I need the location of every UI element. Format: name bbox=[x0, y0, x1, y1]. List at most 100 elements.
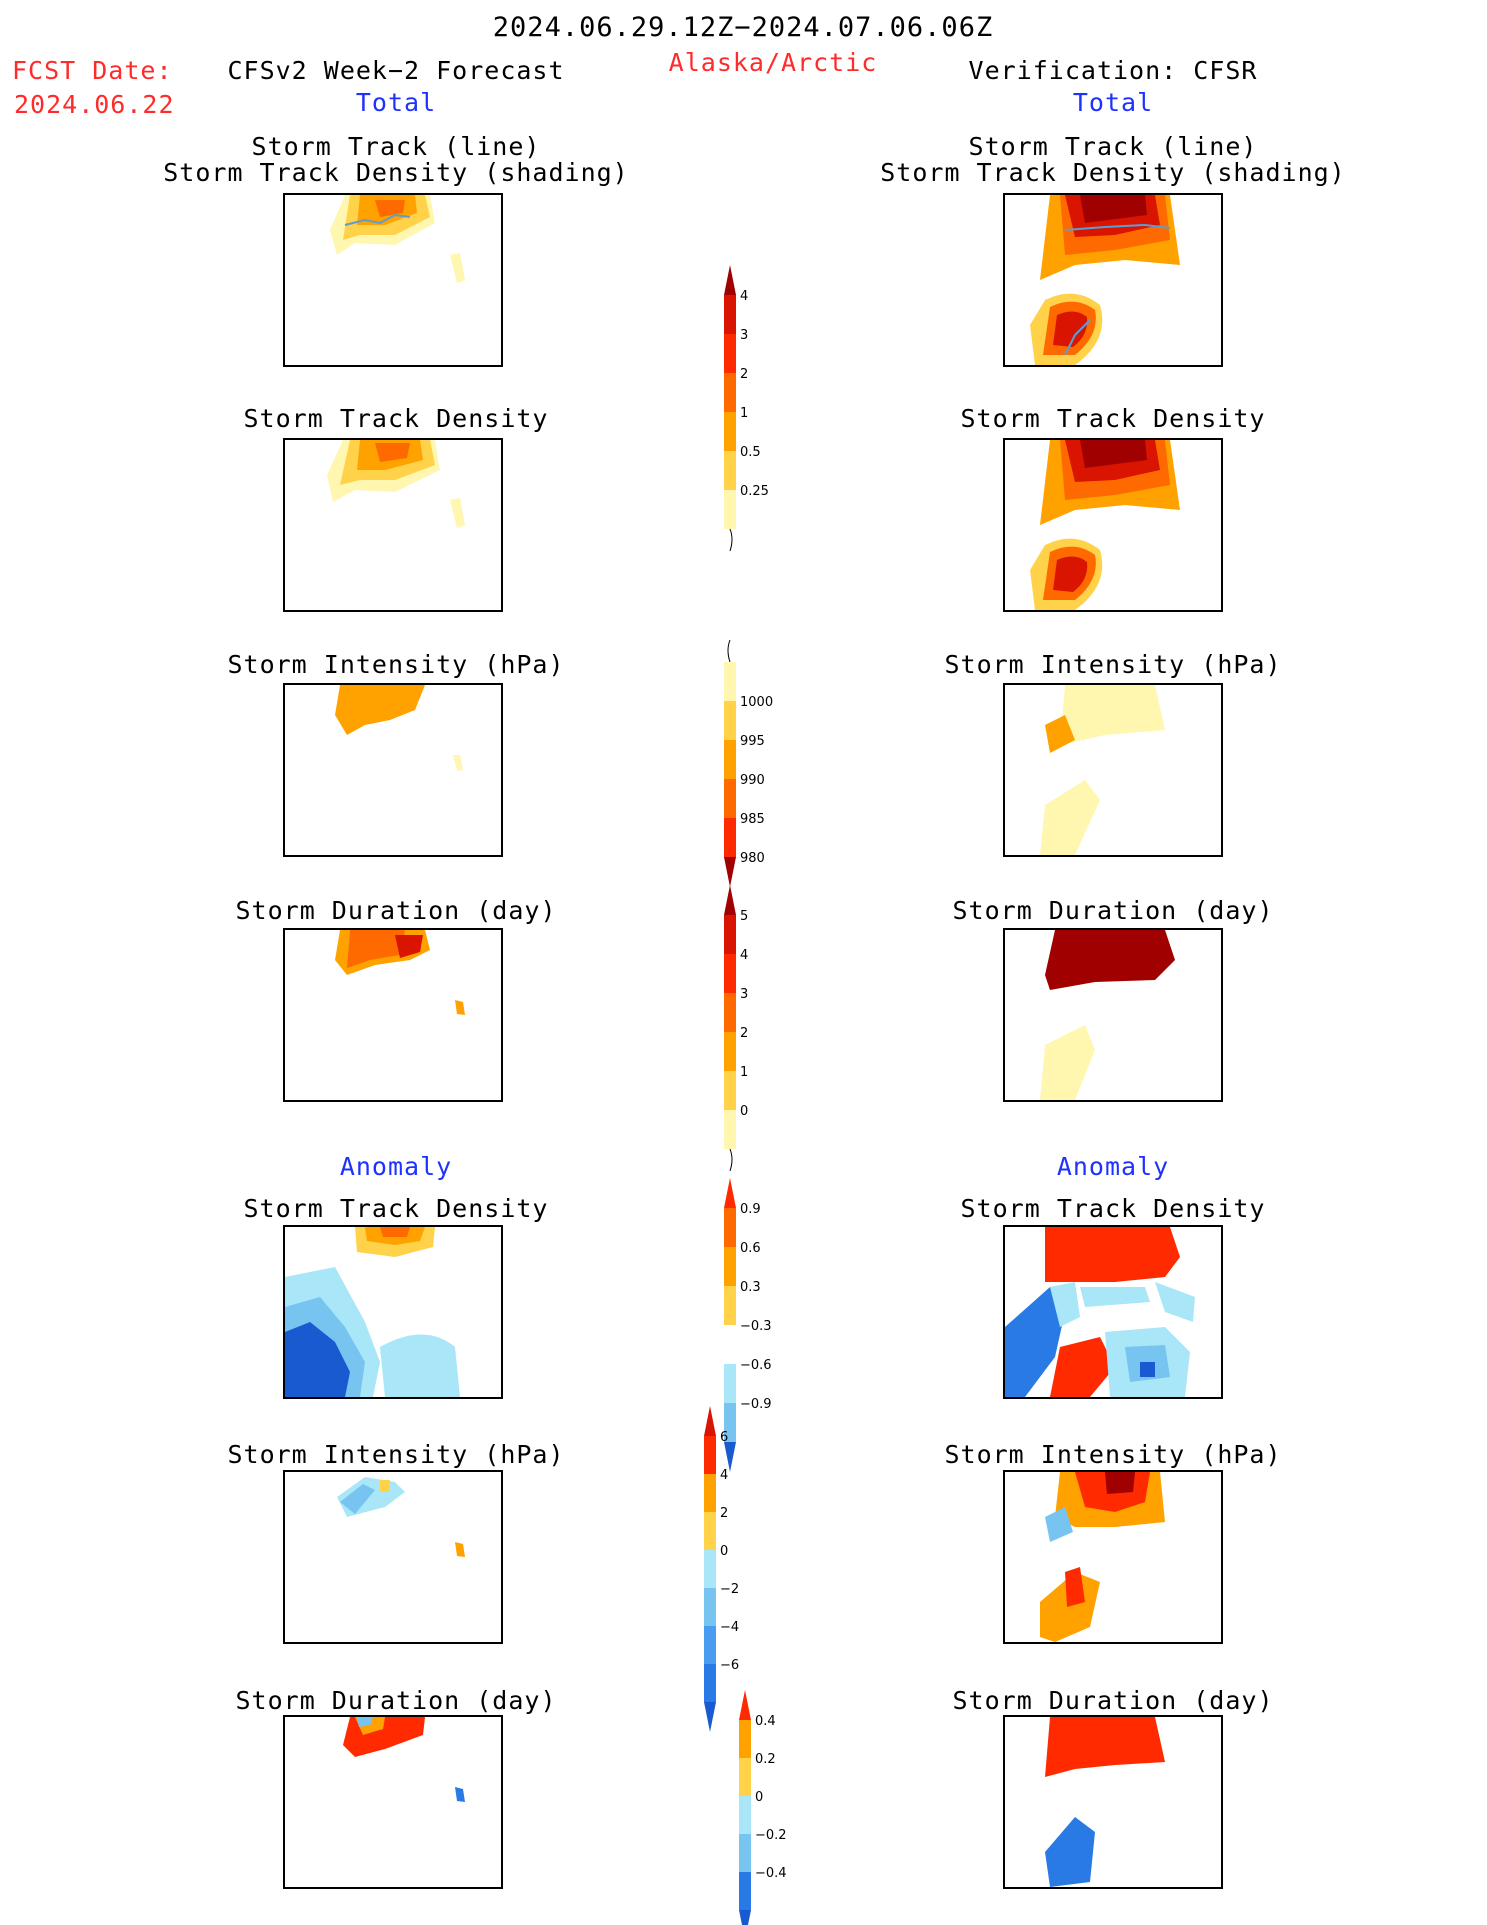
colorbar-arrow-top bbox=[739, 1690, 751, 1720]
colorbar-tick-label: −0.4 bbox=[755, 1866, 787, 1881]
colorbar-tick-label: 0.5 bbox=[740, 445, 761, 460]
colorbar-tick-label: 1000 bbox=[740, 695, 773, 710]
colorbar-tick-label: 3 bbox=[740, 987, 748, 1002]
map-panel-fcst-anom-density bbox=[283, 1225, 503, 1399]
map-panel-fcst-intensity bbox=[283, 683, 503, 857]
colorbar-tick-label: 4 bbox=[740, 289, 748, 304]
colorbar-tick-label: 6 bbox=[720, 1430, 728, 1445]
right-track-shading-title: Storm Track Density (shading) bbox=[880, 158, 1346, 187]
colorbar-swatch bbox=[739, 1796, 751, 1834]
colorbar-swatch bbox=[724, 1325, 736, 1364]
left-duration-title: Storm Duration (day) bbox=[235, 896, 557, 925]
colorbar-tick-label: −2 bbox=[720, 1582, 739, 1597]
colorbar-tick-label: −0.6 bbox=[740, 1358, 772, 1373]
colorbar-swatch bbox=[704, 1512, 716, 1550]
colorbar-density-anom: 0.9 0.6 0.3 −0.3 −0.6 −0.9 bbox=[710, 1178, 772, 1472]
colorbar-tail-bottom bbox=[729, 1148, 733, 1172]
colorbar-arrow-top bbox=[724, 265, 736, 295]
left-anom-intensity-title: Storm Intensity (hPa) bbox=[227, 1440, 565, 1469]
colorbar-swatch bbox=[704, 1436, 716, 1474]
right-anomaly-label: Anomaly bbox=[1056, 1152, 1170, 1181]
colorbar-swatch bbox=[724, 818, 736, 857]
colorbar-tick-label: 0.3 bbox=[740, 1280, 761, 1295]
colorbar-arrow-top bbox=[724, 1178, 736, 1208]
colorbar-swatch bbox=[724, 662, 736, 701]
map-panel-cfsr-density bbox=[1003, 438, 1223, 612]
left-anom-density-title: Storm Track Density bbox=[243, 1194, 549, 1223]
map-panel-fcst-anom-intensity bbox=[283, 1470, 503, 1644]
right-density-title: Storm Track Density bbox=[960, 404, 1266, 433]
colorbar-tick-label: 1 bbox=[740, 1065, 748, 1080]
left-anomaly-label: Anomaly bbox=[339, 1152, 453, 1181]
map-panel-cfsr-anom-density bbox=[1003, 1225, 1223, 1399]
map-panel-cfsr-anom-duration bbox=[1003, 1715, 1223, 1889]
map-panel-fcst-duration bbox=[283, 928, 503, 1102]
colorbar-swatch bbox=[724, 1032, 736, 1071]
fcst-date-label: FCST Date: bbox=[12, 56, 173, 85]
colorbar-swatch bbox=[704, 1474, 716, 1512]
right-total-label: Total bbox=[1072, 88, 1154, 117]
colorbar-tick-label: 2 bbox=[720, 1506, 728, 1521]
colorbar-swatch bbox=[724, 740, 736, 779]
map-panel-fcst-density bbox=[283, 438, 503, 612]
colorbar-swatch bbox=[724, 334, 736, 373]
colorbar-intensity-anom: 6 4 2 0 −2 −4 −6 bbox=[690, 1406, 750, 1732]
colorbar-swatch bbox=[724, 915, 736, 954]
colorbar-tick-label: −6 bbox=[720, 1658, 739, 1673]
colorbar-swatch bbox=[724, 412, 736, 451]
colorbar-swatch bbox=[724, 1247, 736, 1286]
colorbar-swatch bbox=[724, 1403, 736, 1442]
colorbar-tick-label: 985 bbox=[740, 812, 765, 827]
colorbar-arrow-bottom bbox=[724, 1442, 736, 1472]
colorbar-tick-label: 1 bbox=[740, 406, 748, 421]
left-track-line-title: Storm Track (line) bbox=[251, 132, 541, 161]
colorbar-arrow-bottom bbox=[704, 1702, 716, 1732]
period-title: 2024.06.29.12Z−2024.07.06.06Z bbox=[492, 12, 994, 43]
colorbar-tick-label: 995 bbox=[740, 734, 765, 749]
colorbar-swatch bbox=[724, 1364, 736, 1403]
colorbar-tick-label: 990 bbox=[740, 773, 765, 788]
colorbar-density-total: 4 3 2 1 0.5 0.25 bbox=[710, 265, 770, 552]
right-duration-title: Storm Duration (day) bbox=[952, 896, 1274, 925]
colorbar-swatch bbox=[724, 1071, 736, 1110]
colorbar-arrow-bottom bbox=[724, 857, 736, 887]
colorbar-tick-label: −0.9 bbox=[740, 1397, 772, 1412]
colorbar-tick-label: 2 bbox=[740, 367, 748, 382]
colorbar-swatch bbox=[724, 373, 736, 412]
colorbar-arrow-top bbox=[724, 885, 736, 915]
colorbar-tick-label: 2 bbox=[740, 1026, 748, 1041]
colorbar-tick-label: 3 bbox=[740, 328, 748, 343]
colorbar-tick-label: 4 bbox=[720, 1468, 728, 1483]
colorbar-swatch bbox=[724, 779, 736, 818]
colorbar-tick-label: 980 bbox=[740, 851, 765, 866]
colorbar-swatch bbox=[704, 1664, 716, 1702]
left-total-label: Total bbox=[355, 88, 437, 117]
right-anom-duration-title: Storm Duration (day) bbox=[952, 1686, 1274, 1715]
colorbar-swatch bbox=[704, 1626, 716, 1664]
map-panel-cfsr-duration bbox=[1003, 928, 1223, 1102]
left-density-title: Storm Track Density bbox=[243, 404, 549, 433]
colorbar-swatch bbox=[724, 451, 736, 490]
colorbar-swatch bbox=[724, 295, 736, 334]
left-title: CFSv2 Week−2 Forecast bbox=[227, 56, 565, 85]
left-track-shading-title: Storm Track Density (shading) bbox=[163, 158, 629, 187]
fcst-date: 2024.06.22 bbox=[14, 90, 175, 119]
map-panel-fcst-anom-duration bbox=[283, 1715, 503, 1889]
colorbar-tick-label: −0.3 bbox=[740, 1319, 772, 1334]
right-track-line-title: Storm Track (line) bbox=[968, 132, 1258, 161]
colorbar-tick-label: 5 bbox=[740, 909, 748, 924]
colorbar-arrow-bottom bbox=[739, 1910, 751, 1925]
colorbar-tick-label: 0.2 bbox=[755, 1752, 776, 1767]
colorbar-tick-label: 0 bbox=[720, 1544, 728, 1559]
colorbar-duration-total: 5 4 3 2 1 0 bbox=[710, 885, 770, 1172]
right-anom-intensity-title: Storm Intensity (hPa) bbox=[944, 1440, 1282, 1469]
colorbar-tick-label: 0.4 bbox=[755, 1714, 776, 1729]
colorbar-tick-label: −4 bbox=[720, 1620, 739, 1635]
colorbar-swatch bbox=[739, 1758, 751, 1796]
map-panel-cfsr-anom-intensity bbox=[1003, 1470, 1223, 1644]
colorbar-tick-label: 4 bbox=[740, 948, 748, 963]
map-panel-fcst-track bbox=[283, 193, 503, 367]
colorbar-tick-label: 0 bbox=[740, 1104, 748, 1119]
colorbar-swatch bbox=[724, 954, 736, 993]
colorbar-swatch bbox=[704, 1550, 716, 1588]
